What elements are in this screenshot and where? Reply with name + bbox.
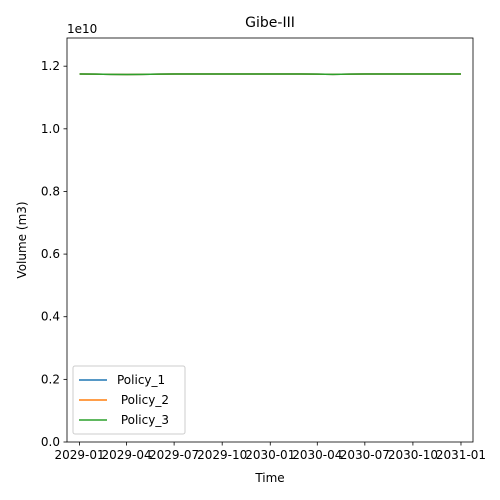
- y-tick-label: 0.8: [41, 184, 60, 198]
- y-tick-label: 1.0: [41, 122, 60, 136]
- legend: Policy_1 Policy_2 Policy_3: [72, 365, 186, 435]
- x-tick-label: 2030-04: [292, 448, 342, 462]
- y-axis-title: Volume (m3): [15, 201, 29, 278]
- y-tick-label: 1.2: [41, 59, 60, 73]
- y-axis-ticks: 0.0 0.2 0.4 0.6 0.8 1.0 1.2: [41, 59, 67, 449]
- y-tick-label: 0.6: [41, 247, 60, 261]
- legend-label: Policy_1: [117, 373, 165, 387]
- y-tick-label: 0.0: [41, 435, 60, 449]
- x-tick-label: 2030-10: [388, 448, 438, 462]
- x-axis-title: Time: [254, 471, 284, 485]
- legend-box: [72, 365, 186, 435]
- x-tick-label: 2029-04: [101, 448, 151, 462]
- y-scale-label: 1e10: [67, 22, 97, 36]
- x-tick-label: 2030-01: [245, 448, 295, 462]
- y-tick-label: 0.4: [41, 310, 60, 324]
- y-tick-label: 0.2: [41, 372, 60, 386]
- plot-frame: [66, 37, 474, 443]
- x-tick-label: 2029-07: [149, 448, 199, 462]
- x-axis-ticks: 2029-012029-042029-072029-102030-012030-…: [54, 442, 486, 462]
- x-tick-label: 2029-01: [54, 448, 104, 462]
- x-tick-label: 2030-07: [340, 448, 390, 462]
- series-line-policy-3: [79, 73, 461, 76]
- legend-label: Policy_2: [117, 393, 169, 407]
- x-tick-label: 2031-01: [436, 448, 486, 462]
- x-tick-label: 2029-10: [197, 448, 247, 462]
- chart-title: Gibe-III: [245, 15, 295, 31]
- legend-label: Policy_3: [117, 413, 169, 427]
- series-lines: [79, 73, 461, 76]
